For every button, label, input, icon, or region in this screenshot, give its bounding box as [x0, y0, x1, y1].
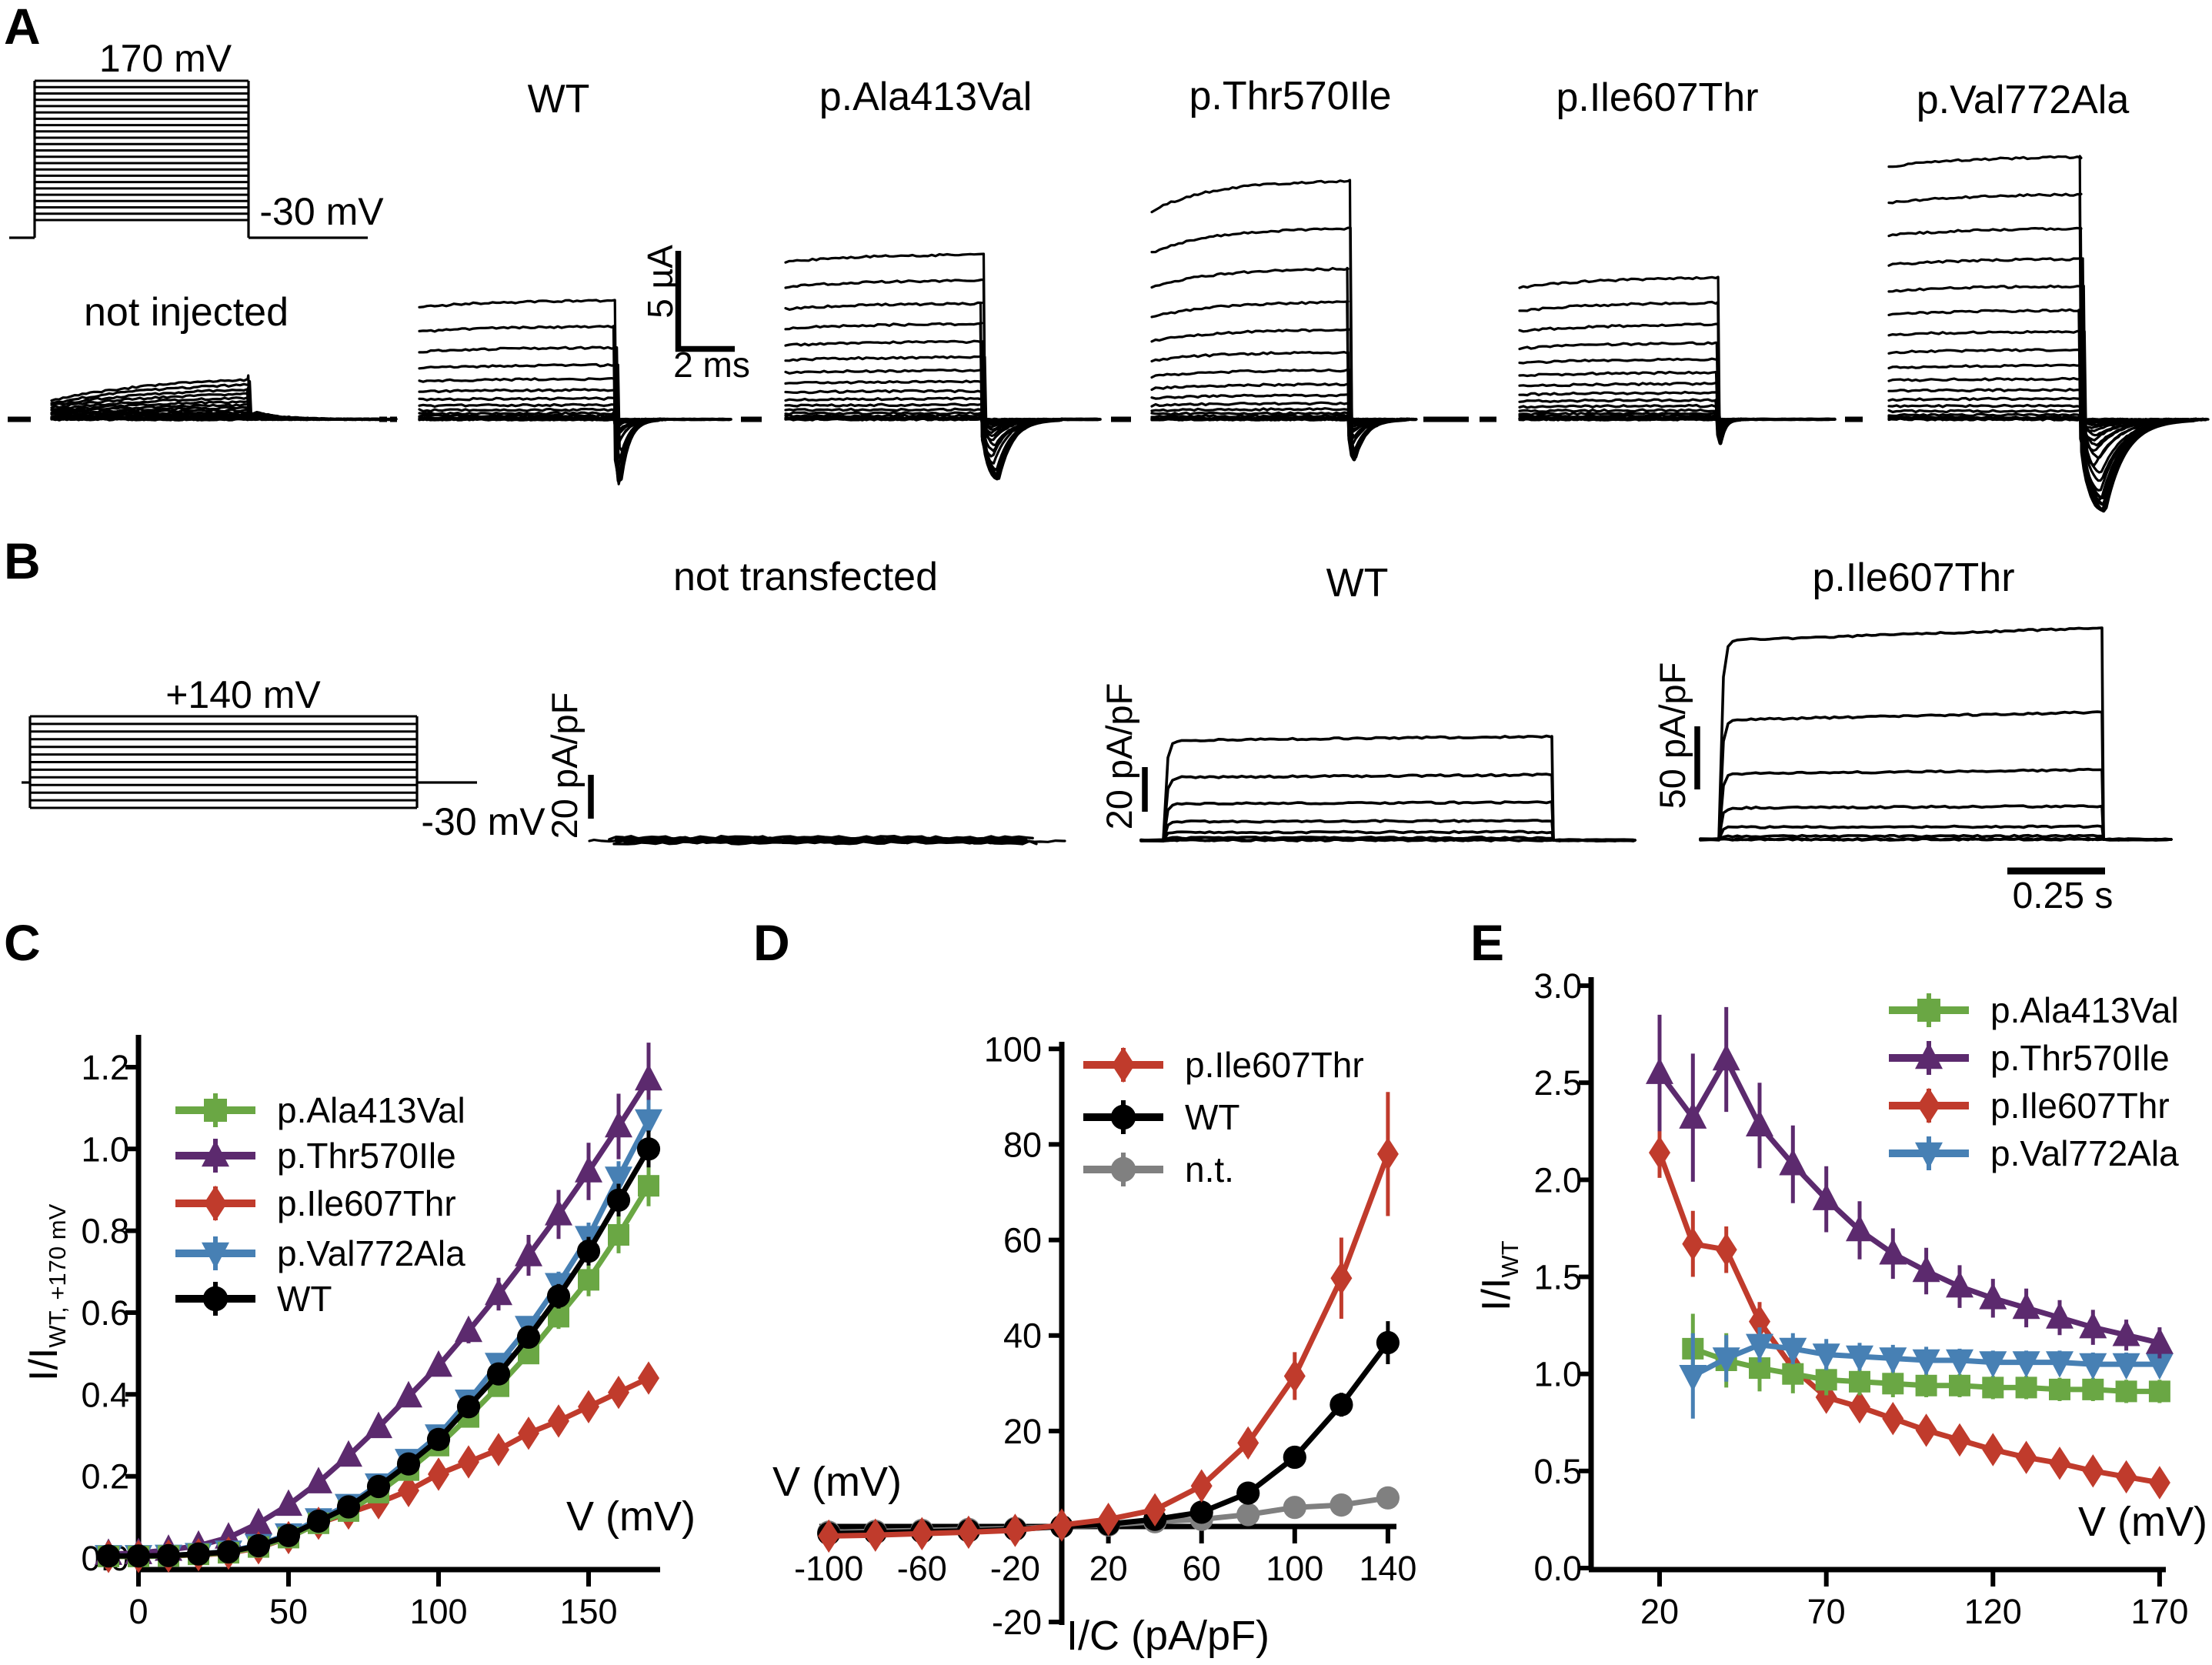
svg-text:100: 100 [984, 1029, 1042, 1069]
svg-text:20 pA/pF: 20 pA/pF [544, 692, 585, 839]
svg-text:0.5: 0.5 [1533, 1452, 1582, 1491]
svg-text:p.Thr570Ile: p.Thr570Ile [1189, 74, 1391, 118]
svg-text:1.0: 1.0 [81, 1129, 129, 1169]
svg-text:170 mV: 170 mV [99, 37, 232, 80]
svg-text:-30 mV: -30 mV [421, 800, 545, 843]
svg-text:60: 60 [1183, 1549, 1221, 1588]
svg-text:1.2: 1.2 [81, 1048, 129, 1087]
svg-text:80: 80 [1003, 1125, 1042, 1164]
svg-text:0.2: 0.2 [81, 1457, 129, 1496]
svg-text:0.0: 0.0 [1533, 1549, 1582, 1588]
svg-text:not transfected: not transfected [673, 555, 938, 599]
svg-text:1.5: 1.5 [1533, 1258, 1582, 1297]
svg-text:C: C [4, 914, 41, 971]
svg-text:p.Val772Ala: p.Val772Ala [1917, 78, 2130, 122]
svg-text:p.Val772Ala: p.Val772Ala [277, 1233, 465, 1273]
svg-text:V (mV): V (mV) [566, 1493, 696, 1540]
svg-text:-20: -20 [990, 1549, 1040, 1588]
svg-text:p.Ile607Thr: p.Ile607Thr [1812, 556, 2014, 600]
svg-text:I/C (pA/pF): I/C (pA/pF) [1066, 1613, 1269, 1659]
svg-text:D: D [753, 914, 790, 971]
svg-text:p.Thr570Ile: p.Thr570Ile [1990, 1038, 2170, 1078]
svg-text:-20: -20 [992, 1603, 1042, 1642]
svg-text:20: 20 [1640, 1592, 1679, 1631]
svg-text:A: A [4, 0, 41, 55]
svg-text:V (mV): V (mV) [772, 1459, 902, 1505]
svg-text:V (mV): V (mV) [2078, 1499, 2207, 1545]
svg-text:20: 20 [1089, 1549, 1128, 1588]
svg-text:20: 20 [1003, 1412, 1042, 1451]
svg-text:p.Ala413Val: p.Ala413Val [277, 1090, 465, 1130]
svg-text:100: 100 [409, 1592, 467, 1631]
svg-text:-60: -60 [897, 1549, 947, 1588]
svg-text:+140 mV: +140 mV [165, 673, 321, 716]
svg-text:100: 100 [1266, 1549, 1323, 1588]
svg-text:0.8: 0.8 [81, 1212, 129, 1251]
svg-text:60: 60 [1003, 1221, 1042, 1260]
svg-text:40: 40 [1003, 1316, 1042, 1356]
svg-text:3.0: 3.0 [1533, 966, 1582, 1006]
svg-text:2 ms: 2 ms [673, 345, 750, 385]
svg-text:n.t.: n.t. [1185, 1149, 1234, 1190]
svg-text:0.4: 0.4 [81, 1375, 129, 1414]
svg-text:50 pA/pF: 50 pA/pF [1652, 662, 1693, 809]
svg-text:0.25 s: 0.25 s [2013, 876, 2114, 916]
svg-text:p.Ala413Val: p.Ala413Val [1990, 990, 2179, 1030]
svg-text:p.Ile607Thr: p.Ile607Thr [1990, 1086, 2170, 1126]
svg-text:1.0: 1.0 [1533, 1355, 1582, 1394]
svg-text:not injected: not injected [84, 290, 289, 335]
svg-text:0.6: 0.6 [81, 1293, 129, 1333]
svg-text:p.Ile607Thr: p.Ile607Thr [277, 1183, 456, 1223]
svg-text:p.Ile607Thr: p.Ile607Thr [1556, 75, 1758, 120]
svg-text:0: 0 [128, 1592, 148, 1631]
svg-text:WT: WT [277, 1279, 332, 1319]
svg-text:70: 70 [1807, 1592, 1846, 1631]
svg-text:WT: WT [528, 77, 590, 122]
svg-text:-30 mV: -30 mV [259, 190, 384, 233]
svg-text:p.Val772Ala: p.Val772Ala [1990, 1133, 2179, 1173]
svg-text:140: 140 [1359, 1549, 1416, 1588]
svg-text:E: E [1470, 914, 1504, 971]
svg-text:B: B [4, 532, 41, 589]
svg-text:2.5: 2.5 [1533, 1063, 1582, 1103]
svg-text:p.Ile607Thr: p.Ile607Thr [1185, 1045, 1364, 1085]
svg-text:p.Ala413Val: p.Ala413Val [819, 75, 1033, 119]
svg-text:WT: WT [1326, 561, 1389, 606]
svg-text:WT: WT [1185, 1097, 1240, 1137]
svg-text:20 pA/pF: 20 pA/pF [1099, 683, 1139, 830]
svg-text:50: 50 [269, 1592, 308, 1631]
svg-text:2.0: 2.0 [1533, 1160, 1582, 1200]
svg-text:-100: -100 [794, 1549, 863, 1588]
svg-text:p.Thr570Ile: p.Thr570Ile [277, 1136, 456, 1176]
svg-text:120: 120 [1964, 1592, 2022, 1631]
svg-text:150: 150 [559, 1592, 617, 1631]
svg-text:170: 170 [2130, 1592, 2188, 1631]
svg-text:5 µA: 5 µA [640, 245, 680, 319]
